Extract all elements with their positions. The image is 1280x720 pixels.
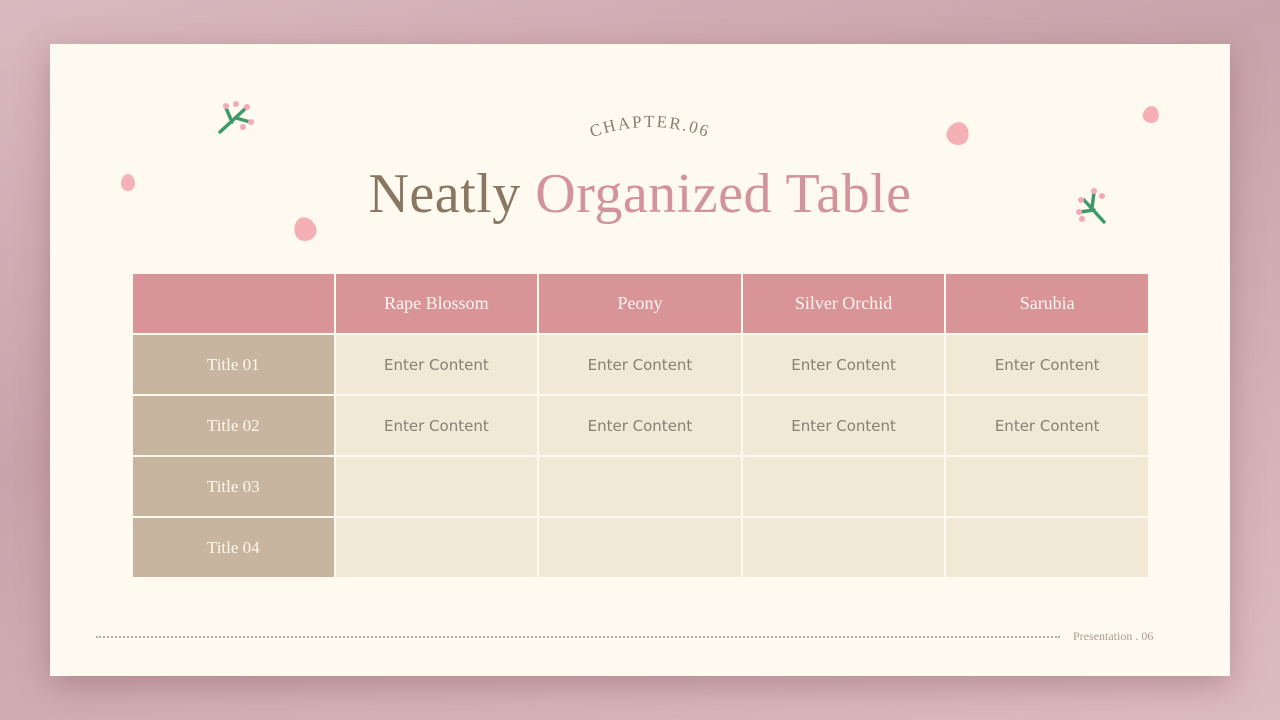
title-part2: Organized Table bbox=[535, 163, 912, 225]
footer-label: Presentation . 06 bbox=[1073, 629, 1154, 643]
table-cell: Enter Content bbox=[944, 333, 1150, 396]
table-cell: Enter Content bbox=[537, 394, 743, 457]
table-row: Title 04 bbox=[131, 516, 1150, 579]
row-title: Title 02 bbox=[131, 394, 336, 457]
table-row: Title 02 Enter Content Enter Content Ent… bbox=[131, 394, 1150, 457]
table-cell bbox=[333, 455, 540, 518]
header-cell: Peony bbox=[537, 272, 743, 335]
row-title: Title 04 bbox=[131, 516, 336, 579]
table-cell bbox=[740, 455, 947, 518]
row-title: Title 01 bbox=[131, 333, 336, 396]
footer-divider bbox=[96, 636, 1060, 638]
data-table: Rape Blossom Peony Silver Orchid Sarubia… bbox=[131, 272, 1150, 579]
title-part1: Neatly bbox=[368, 163, 521, 225]
table-cell bbox=[740, 516, 947, 579]
table-cell: Enter Content bbox=[333, 394, 540, 457]
page-title: Neatly Organized Table bbox=[50, 162, 1230, 226]
table-cell: Enter Content bbox=[333, 333, 540, 396]
header-cell: Rape Blossom bbox=[333, 272, 540, 335]
header-cell bbox=[131, 272, 336, 335]
table-cell bbox=[944, 455, 1150, 518]
flower-sprig-icon bbox=[1076, 188, 1106, 224]
table-cell: Enter Content bbox=[944, 394, 1150, 457]
slide: CHAPTER.06 Neatly Organized Table Rape B… bbox=[50, 44, 1230, 676]
petal-icon bbox=[121, 174, 135, 191]
table-cell bbox=[537, 516, 743, 579]
table-cell bbox=[333, 516, 540, 579]
header-cell: Silver Orchid bbox=[740, 272, 947, 335]
chapter-label: CHAPTER.06 bbox=[587, 112, 713, 141]
petal-icon bbox=[1141, 104, 1161, 125]
table-cell: Enter Content bbox=[740, 333, 947, 396]
header-cell: Sarubia bbox=[944, 272, 1150, 335]
petal-icon bbox=[943, 118, 973, 149]
table-row: Title 01 Enter Content Enter Content Ent… bbox=[131, 333, 1150, 396]
table-cell bbox=[537, 455, 743, 518]
table-cell bbox=[944, 516, 1150, 579]
row-title: Title 03 bbox=[131, 455, 336, 518]
svg-text:CHAPTER.06: CHAPTER.06 bbox=[587, 112, 713, 141]
flower-sprig-icon bbox=[218, 101, 254, 134]
table-row: Title 03 bbox=[131, 455, 1150, 518]
table-header-row: Rape Blossom Peony Silver Orchid Sarubia bbox=[131, 272, 1150, 335]
table-cell: Enter Content bbox=[740, 394, 947, 457]
table-cell: Enter Content bbox=[537, 333, 743, 396]
